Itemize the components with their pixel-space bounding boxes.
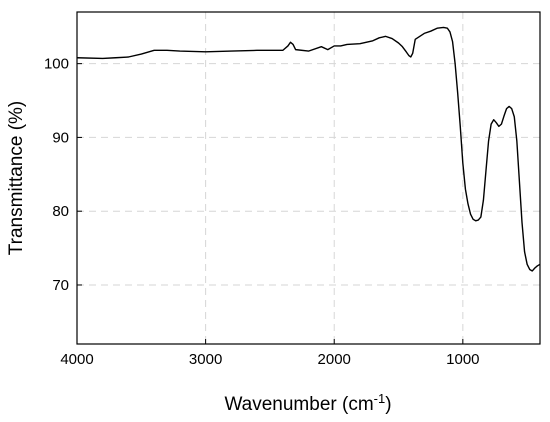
x-axis-title: Wavenumber (cm-1) (224, 391, 391, 415)
x-axis-title-close: ) (385, 394, 391, 415)
x-tick-labels: 4000 3000 2000 1000 (60, 351, 479, 368)
x-tick-label: 1000 (446, 351, 479, 368)
y-tick-labels: 70 80 90 100 (44, 56, 69, 294)
y-tick-label: 90 (52, 129, 69, 146)
x-axis-title-main: Wavenumber (cm (224, 394, 373, 415)
y-axis-title: Transmittance (%) (6, 101, 27, 256)
grid-lines (77, 12, 540, 344)
y-tick-label: 100 (44, 56, 69, 73)
plot-frame (76, 11, 541, 345)
y-tick-label: 80 (52, 203, 69, 220)
x-tick-label: 2000 (318, 351, 351, 368)
y-tick-label: 70 (52, 277, 69, 294)
x-tick-label: 3000 (189, 351, 222, 368)
transmittance-series-line (76, 26, 541, 272)
axis-ticks (76, 63, 464, 344)
x-axis-title-superscript: -1 (374, 391, 386, 406)
x-tick-label: 4000 (60, 351, 93, 368)
